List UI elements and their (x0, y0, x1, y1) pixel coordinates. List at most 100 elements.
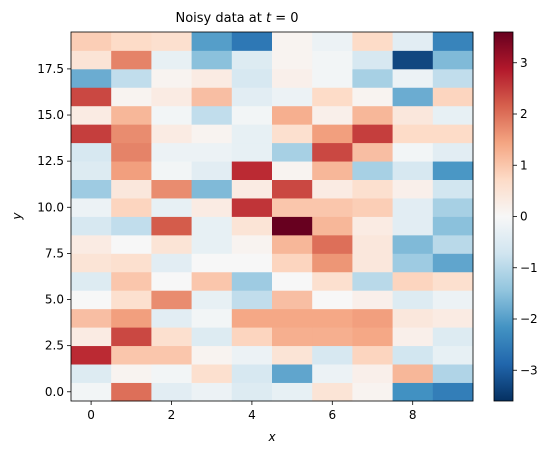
heatmap-cell (231, 68, 273, 88)
heatmap-cell (272, 179, 313, 199)
heatmap-cell (272, 327, 313, 347)
heatmap-cell (432, 68, 474, 88)
heatmap-cell (352, 290, 393, 310)
heatmap-cell (392, 216, 434, 236)
heatmap-cell (352, 179, 393, 199)
y-tick-label: 7.5 (45, 246, 64, 260)
heatmap-cell (151, 68, 192, 88)
heatmap-cell (151, 345, 192, 365)
y-axis: 0.0 2.5 5.0 7.5 10.0 12.5 15.0 17.5 (37, 62, 71, 399)
heatmap-cell (352, 253, 393, 273)
heatmap-cell (432, 271, 474, 291)
heatmap-cell (392, 345, 434, 365)
heatmap-cell (191, 179, 233, 199)
heatmap-cells (71, 32, 474, 402)
heatmap-cell (111, 271, 152, 291)
x-tick-label: 0 (87, 408, 95, 422)
heatmap-cell (272, 234, 313, 254)
heatmap-cell (272, 68, 313, 88)
heatmap-cell (191, 290, 233, 310)
heatmap-cell (151, 234, 192, 254)
heatmap-cell (231, 290, 273, 310)
heatmap-cell (231, 32, 273, 51)
heatmap-cell (231, 50, 273, 70)
heatmap-cell (392, 253, 434, 273)
heatmap-cell (312, 142, 353, 162)
heatmap-cell (312, 68, 353, 88)
heatmap-cell (352, 124, 393, 144)
heatmap-cell (312, 87, 353, 107)
heatmap-cell (71, 179, 112, 199)
heatmap-cell (272, 124, 313, 144)
x-axis-label: x (267, 430, 276, 444)
heatmap-cell (312, 105, 353, 125)
x-axis: 0 2 4 6 8 (87, 401, 417, 422)
heatmap-cell (392, 124, 434, 144)
heatmap-cell (272, 382, 313, 402)
heatmap-cell (312, 234, 353, 254)
heatmap-cell (151, 105, 192, 125)
heatmap-cell (111, 290, 152, 310)
heatmap-cell (272, 161, 313, 180)
heatmap-cell (111, 105, 152, 125)
heatmap-cell (352, 308, 393, 328)
heatmap-cell (312, 198, 353, 217)
heatmap-cell (392, 198, 434, 217)
heatmap-cell (231, 105, 273, 125)
heatmap-cell (71, 216, 112, 236)
heatmap-cell (111, 253, 152, 273)
heatmap-cell (71, 142, 112, 162)
heatmap-cell (392, 161, 434, 180)
heatmap-cell (151, 124, 192, 144)
heatmap-cell (151, 216, 192, 236)
heatmap-cell (432, 345, 474, 365)
heatmap-cell (392, 32, 434, 51)
heatmap-cell (71, 253, 112, 273)
heatmap-cell (312, 290, 353, 310)
colorbar-ticks: −3 −2 −1 0 1 2 3 (513, 56, 538, 377)
heatmap-cell (231, 327, 273, 347)
colorbar-tick-label: 3 (520, 56, 528, 70)
heatmap-cell (71, 271, 112, 291)
heatmap-cell (151, 179, 192, 199)
heatmap-cell (191, 124, 233, 144)
heatmap-cell (151, 50, 192, 70)
heatmap-cell (151, 290, 192, 310)
heatmap-cell (151, 271, 192, 291)
heatmap-cell (312, 179, 353, 199)
heatmap-cell (151, 32, 192, 51)
heatmap-cell (111, 124, 152, 144)
heatmap-cell (432, 234, 474, 254)
heatmap-cell (71, 198, 112, 217)
heatmap-cell (231, 179, 273, 199)
colorbar-tick-label: −3 (520, 363, 538, 377)
heatmap-cell (151, 198, 192, 217)
heatmap-cell (432, 161, 474, 180)
heatmap-cell (151, 142, 192, 162)
heatmap-cell (111, 179, 152, 199)
heatmap-cell (231, 382, 273, 402)
heatmap-cell (352, 198, 393, 217)
heatmap-cell (111, 87, 152, 107)
heatmap-cell (272, 290, 313, 310)
heatmap-cell (71, 68, 112, 88)
heatmap-cell (111, 216, 152, 236)
colorbar-tick-label: −1 (520, 261, 538, 275)
heatmap-cell (151, 308, 192, 328)
y-tick-label: 0.0 (45, 385, 64, 399)
heatmap-cell (111, 32, 152, 51)
heatmap-cell (71, 364, 112, 383)
heatmap-cell (312, 382, 353, 402)
heatmap-cell (231, 364, 273, 383)
heatmap-cell (191, 105, 233, 125)
heatmap-cell (392, 68, 434, 88)
heatmap-cell (352, 216, 393, 236)
heatmap-cell (392, 327, 434, 347)
y-tick-label: 2.5 (45, 339, 64, 353)
heatmap-cell (392, 50, 434, 70)
heatmap-cell (111, 142, 152, 162)
heatmap-cell (352, 32, 393, 51)
heatmap-cell (352, 68, 393, 88)
heatmap-cell (231, 161, 273, 180)
heatmap-cell (71, 124, 112, 144)
